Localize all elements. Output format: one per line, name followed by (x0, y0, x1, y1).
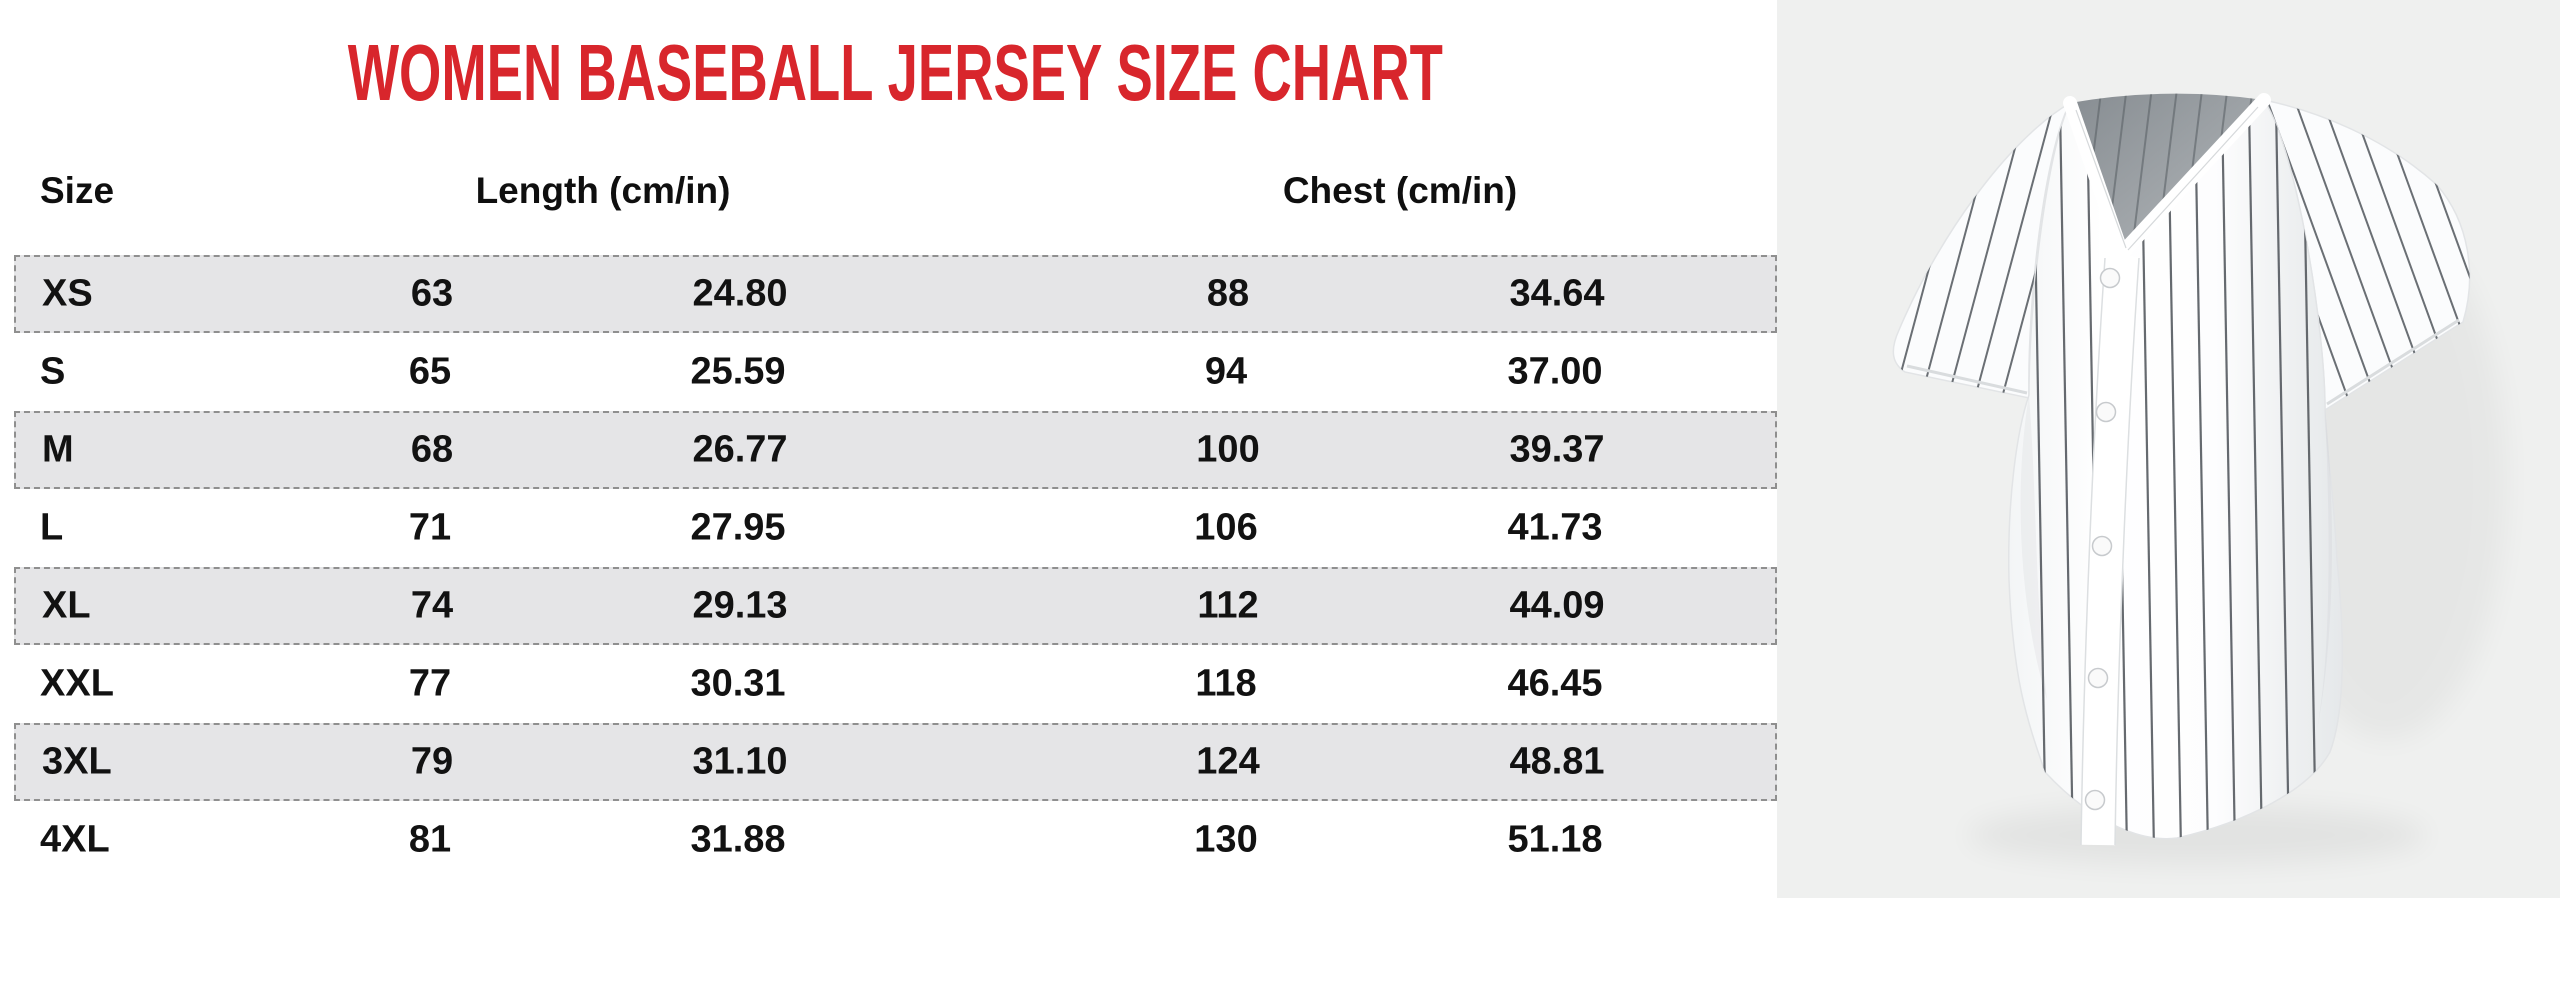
table-row-l: L 71 27.95 106 41.73 (14, 489, 1777, 567)
table-row-m: M 68 26.77 100 39.37 (14, 411, 1777, 489)
cell-chest-in: 51.18 (1507, 818, 1603, 861)
left-sleeve (1892, 101, 2072, 399)
cell-chest-cm: 100 (1196, 428, 1260, 471)
cell-chest-in: 41.73 (1507, 506, 1603, 549)
cell-chest-cm: 94 (1204, 350, 1248, 393)
cell-length-in: 30.31 (690, 662, 786, 705)
cell-length-in: 24.80 (692, 272, 788, 315)
table-row-4xl: 4XL 81 31.88 130 51.18 (14, 801, 1777, 879)
button (2084, 789, 2106, 811)
cell-length-in: 26.77 (692, 428, 788, 471)
size-table: XS 63 24.80 88 34.64 S 65 25.59 94 37.00… (14, 255, 1777, 879)
button-placket (2081, 254, 2139, 846)
collar-band-right (2115, 93, 2271, 260)
jersey-torso (2008, 99, 2344, 840)
collar-band-left (2063, 96, 2129, 260)
cell-chest-cm: 124 (1196, 740, 1260, 783)
cell-size: XS (42, 272, 93, 315)
cell-length-cm: 65 (408, 350, 452, 393)
cell-size: M (42, 428, 74, 471)
cell-chest-in: 48.81 (1509, 740, 1605, 783)
table-header-row: Size Length (cm/in) Chest (cm/in) (0, 160, 1777, 222)
page-title: WOMEN BASEBALL JERSEY SIZE CHART (0, 26, 1790, 120)
cell-length-in: 27.95 (690, 506, 786, 549)
cell-size: 4XL (40, 818, 110, 861)
cell-length-cm: 79 (410, 740, 454, 783)
women-baseball-jersey-image (1892, 93, 2471, 865)
table-row-s: S 65 25.59 94 37.00 (14, 333, 1777, 411)
button (2087, 667, 2109, 689)
cell-size: S (40, 350, 66, 393)
column-header-length: Length (cm/in) (475, 170, 731, 211)
cell-length-cm: 71 (408, 506, 452, 549)
table-row-xs: XS 63 24.80 88 34.64 (14, 255, 1777, 333)
cell-chest-in: 34.64 (1509, 272, 1605, 315)
column-header-size: Size (40, 170, 115, 211)
cell-length-cm: 81 (408, 818, 452, 861)
cell-size: L (40, 506, 64, 549)
cell-length-in: 29.13 (692, 584, 788, 627)
cell-chest-in: 37.00 (1507, 350, 1603, 393)
cell-size: XL (42, 584, 91, 627)
button (2091, 535, 2113, 557)
placket-buttons (2084, 267, 2121, 811)
cell-length-cm: 63 (410, 272, 454, 315)
table-row-xl: XL 74 29.13 112 44.09 (14, 567, 1777, 645)
cell-chest-cm: 106 (1194, 506, 1258, 549)
cell-length-cm: 68 (410, 428, 454, 471)
table-row-xxl: XXL 77 30.31 118 46.45 (14, 645, 1777, 723)
button (2095, 401, 2117, 423)
cell-length-in: 31.10 (692, 740, 788, 783)
cell-chest-cm: 88 (1206, 272, 1250, 315)
cell-chest-in: 46.45 (1507, 662, 1603, 705)
button (2099, 267, 2121, 289)
cell-chest-cm: 112 (1197, 584, 1259, 627)
cell-length-in: 31.88 (690, 818, 786, 861)
cell-size: 3XL (42, 740, 112, 783)
product-photo-panel (1777, 0, 2560, 898)
page-title-text: WOMEN BASEBALL JERSEY SIZE CHART (347, 28, 1443, 117)
cell-chest-in: 44.09 (1509, 584, 1605, 627)
cell-length-cm: 77 (408, 662, 452, 705)
table-row-3xl: 3XL 79 31.10 124 48.81 (14, 723, 1777, 801)
cell-length-cm: 74 (410, 584, 454, 627)
cell-size: XXL (40, 662, 114, 705)
cell-chest-cm: 130 (1194, 818, 1258, 861)
right-sleeve-hem (2326, 318, 2460, 406)
left-sleeve-hem (1906, 364, 2028, 395)
cell-length-in: 25.59 (690, 350, 786, 393)
cell-chest-in: 39.37 (1509, 428, 1605, 471)
cell-chest-cm: 118 (1195, 662, 1257, 705)
column-header-chest: Chest (cm/in) (1282, 170, 1518, 211)
